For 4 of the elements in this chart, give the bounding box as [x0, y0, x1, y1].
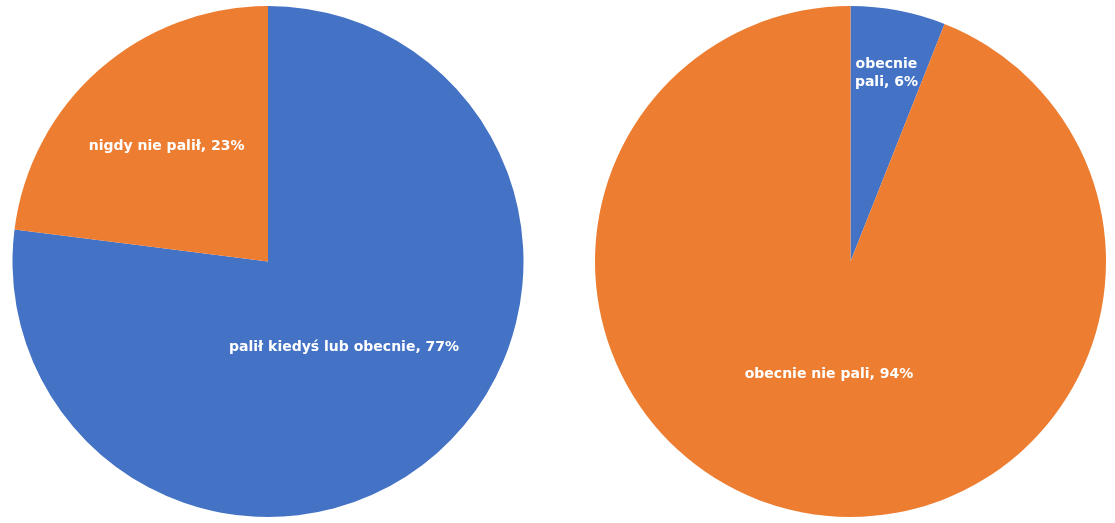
slice-label: obecnie pali, 6% — [854, 54, 918, 89]
slice-label: obecnie nie pali, 94% — [744, 365, 914, 382]
slice-label: nigdy nie palił, 23% — [88, 137, 245, 154]
slice-label: palił kiedyś lub obecnie, 77% — [228, 338, 460, 355]
